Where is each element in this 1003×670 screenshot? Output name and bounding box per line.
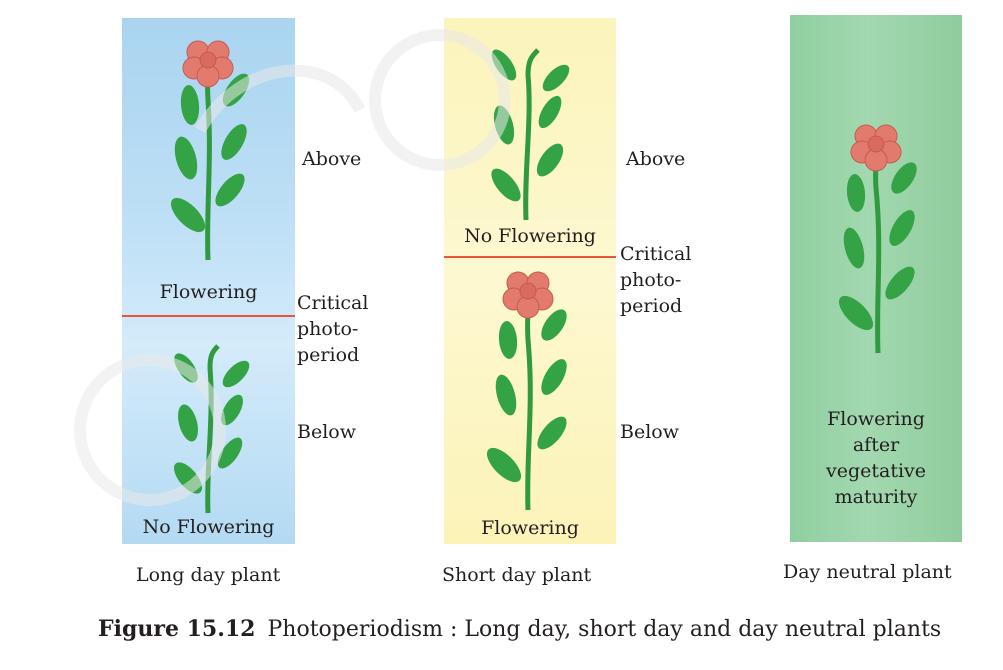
sdp-flowering-plant [486,271,567,511]
figure-number: Figure 15.12 [98,616,256,642]
flower-icon [850,124,902,172]
sdp-top-label: No Flowering [464,225,596,247]
ldp-flowering-plant [170,40,250,261]
figure-caption: Figure 15.12 Photoperiodism : Long day, s… [98,616,941,642]
dnp-flowering-plant [838,124,917,354]
ldp-critical-label-3: period [297,344,360,366]
sdp-critical-label-2: photo- [620,269,682,291]
ldp-title: Long day plant [136,564,281,586]
sdp-below-label: Below [620,421,679,443]
dnp-panel-line-1: Flowering [827,408,925,430]
sdp-non-flowering-plant [491,48,570,221]
sdp-critical-label-1: Critical [620,243,692,265]
sdp-above-label: Above [626,148,686,170]
flower-icon [182,40,234,88]
ldp-below-label: Below [297,421,356,443]
ldp-critical-line [122,315,295,317]
sdp-bottom-label: Flowering [481,517,579,539]
sdp-title: Short day plant [442,564,592,586]
figure-caption-text: Photoperiodism : Long day, short day and… [267,617,942,642]
dnp-panel-line-4: maturity [834,486,918,508]
ldp-critical-label-2: photo- [297,318,359,340]
dnp-title: Day neutral plant [783,561,952,583]
sdp-critical-line [444,256,616,258]
ldp-above-label: Above [302,148,362,170]
sdp-critical-label-3: period [620,295,683,317]
dnp-panel-line-3: vegetative [825,460,927,482]
ldp-non-flowering-plant [173,344,250,514]
ldp-top-label: Flowering [159,281,258,303]
ldp-critical-label-1: Critical [297,292,369,314]
flower-icon [502,271,554,319]
dnp-panel-line-2: after [852,434,900,456]
ldp-bottom-label: No Flowering [142,516,275,538]
